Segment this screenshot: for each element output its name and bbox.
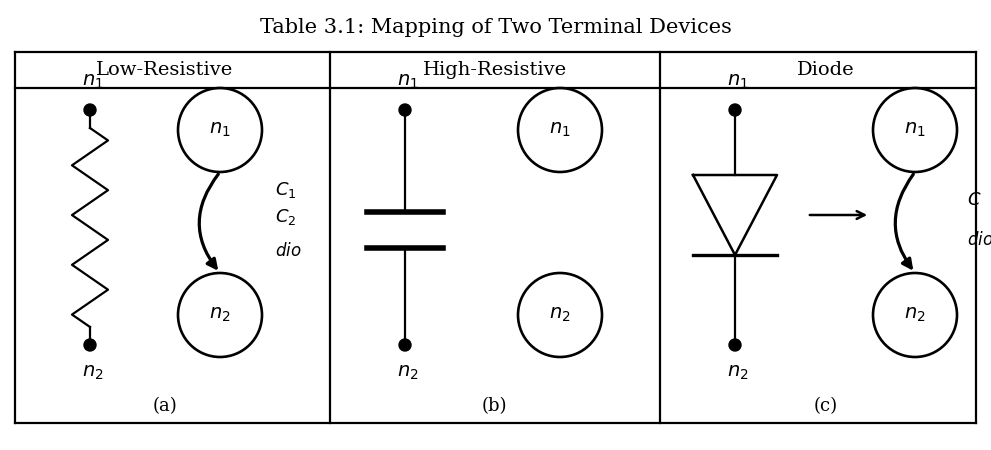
- Circle shape: [729, 339, 741, 351]
- Text: $C_2$: $C_2$: [275, 207, 296, 228]
- Text: (c): (c): [814, 397, 837, 415]
- Text: $n_2$: $n_2$: [82, 364, 104, 382]
- Circle shape: [399, 104, 411, 116]
- Text: $C_1$: $C_1$: [275, 180, 296, 201]
- Text: $dio$: $dio$: [967, 231, 991, 249]
- Text: (b): (b): [482, 397, 507, 415]
- Text: $n_1$: $n_1$: [397, 73, 419, 91]
- Text: $C$: $C$: [967, 192, 981, 210]
- Text: $n_1$: $n_1$: [904, 121, 926, 139]
- Text: $n_2$: $n_2$: [727, 364, 748, 382]
- Text: $dio$: $dio$: [275, 242, 301, 260]
- Circle shape: [729, 104, 741, 116]
- Text: $n_1$: $n_1$: [549, 121, 571, 139]
- Text: $n_1$: $n_1$: [727, 73, 749, 91]
- Text: $n_2$: $n_2$: [209, 306, 231, 324]
- FancyArrowPatch shape: [895, 174, 914, 268]
- Circle shape: [399, 339, 411, 351]
- Text: Table 3.1: Mapping of Two Terminal Devices: Table 3.1: Mapping of Two Terminal Devic…: [260, 18, 731, 37]
- Circle shape: [84, 104, 96, 116]
- Text: $n_2$: $n_2$: [549, 306, 571, 324]
- Text: (a): (a): [153, 397, 176, 415]
- Text: $n_1$: $n_1$: [209, 121, 231, 139]
- Circle shape: [84, 339, 96, 351]
- Text: $n_1$: $n_1$: [82, 73, 104, 91]
- Text: $n_2$: $n_2$: [397, 364, 418, 382]
- Text: Low-Resistive: Low-Resistive: [96, 61, 233, 79]
- Text: $n_2$: $n_2$: [904, 306, 926, 324]
- Text: High-Resistive: High-Resistive: [422, 61, 567, 79]
- Text: Diode: Diode: [797, 61, 854, 79]
- FancyArrowPatch shape: [199, 174, 218, 268]
